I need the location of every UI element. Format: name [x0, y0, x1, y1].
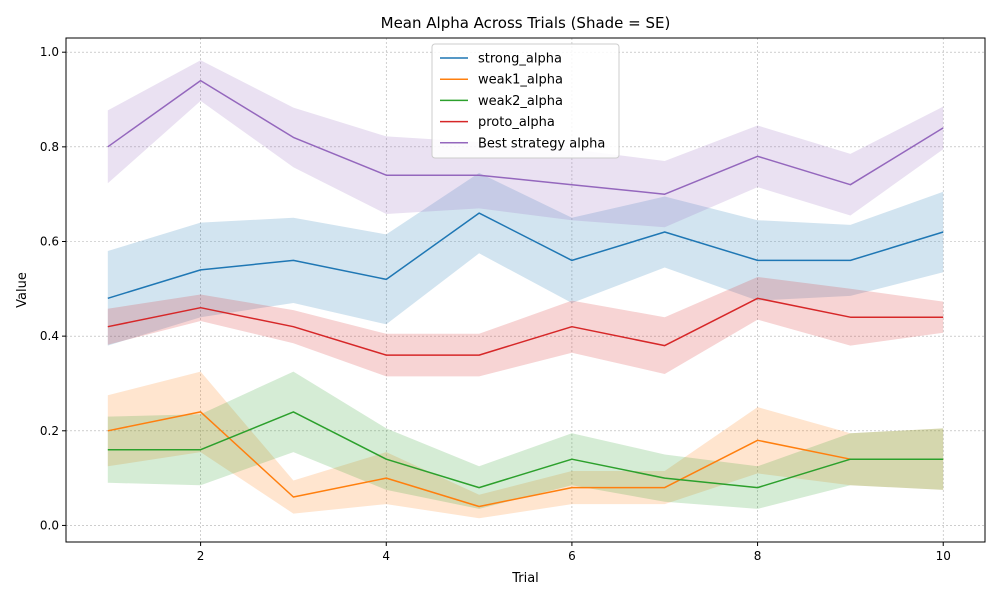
proto-alpha-line	[107, 297, 944, 356]
legend: strong_alpha weak1_alpha weak2_alpha proto_…	[431, 43, 620, 159]
se-bands	[107, 60, 944, 519]
x-tick-label: 6	[568, 549, 576, 563]
legend-label-weak2-alpha: weak2_alpha	[478, 94, 563, 109]
y-tick-label: 1.0	[40, 45, 59, 59]
weak1-alpha-se-band	[107, 371, 944, 519]
weak2-alpha-se-band	[107, 371, 944, 509]
x-axis-label: Trial	[511, 571, 539, 586]
x-tick-label: 8	[754, 549, 762, 563]
weak2-alpha-line	[107, 411, 944, 489]
strong-alpha-se-band	[107, 172, 944, 346]
y-axis-label: Value	[15, 272, 30, 308]
y-tick-label: 0.8	[40, 140, 59, 154]
best-strategy-alpha-line	[107, 79, 944, 195]
legend-label-best-strategy-alpha: Best strategy alpha	[478, 136, 605, 151]
legend-label-proto-alpha: proto_alpha	[478, 115, 555, 130]
legend-label-strong-alpha: strong_alpha	[478, 52, 562, 67]
best-strategy-alpha-se-band	[107, 60, 944, 228]
series-lines	[107, 79, 944, 508]
x-tick-label: 4	[382, 549, 390, 563]
plot-frame	[65, 37, 986, 543]
y-axis: 0.0 0.2 0.4 0.6 0.8 1.0	[40, 45, 66, 532]
y-tick-label: 0.2	[40, 424, 59, 438]
proto-alpha-se-band	[107, 277, 944, 377]
legend-label-weak1-alpha: weak1_alpha	[478, 73, 563, 88]
x-axis: 2 4 6 8 10	[197, 542, 951, 563]
y-tick-label: 0.6	[40, 234, 59, 248]
x-tick-label: 2	[197, 549, 205, 563]
weak1-alpha-line	[107, 411, 944, 508]
strong-alpha-line	[107, 212, 944, 300]
x-tick-label: 10	[936, 549, 951, 563]
y-tick-label: 0.0	[40, 518, 59, 532]
legend-box	[431, 43, 620, 159]
chart-title: Mean Alpha Across Trials (Shade = SE)	[381, 14, 671, 32]
y-tick-label: 0.4	[40, 329, 59, 343]
